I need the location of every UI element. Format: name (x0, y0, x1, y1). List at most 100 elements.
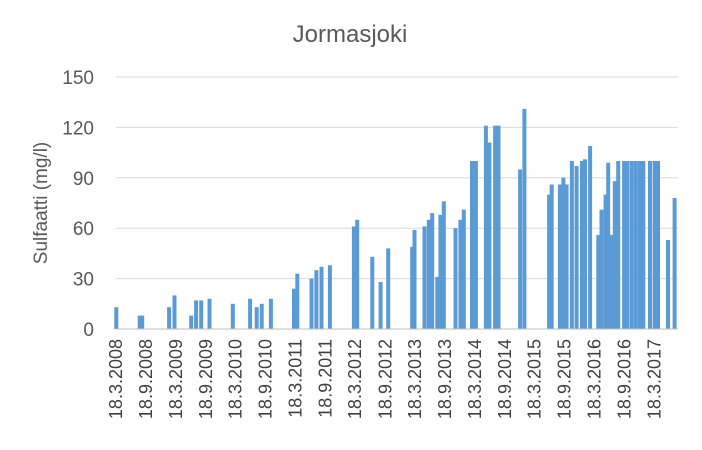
bar (140, 315, 145, 329)
bar (606, 162, 611, 329)
bar (430, 213, 435, 329)
bar (564, 184, 569, 329)
bar (648, 161, 652, 329)
bar (549, 184, 554, 329)
bar (637, 161, 642, 329)
bar (633, 161, 638, 329)
bar (167, 307, 172, 329)
bar (583, 159, 587, 329)
bar (574, 166, 579, 329)
x-tick-label: 18.9.2012 (375, 339, 395, 419)
bar (641, 161, 646, 329)
y-tick-label: 30 (73, 270, 94, 291)
bar (473, 161, 478, 329)
bar (622, 161, 627, 329)
bar (616, 161, 621, 329)
x-tick-label: 18.9.2013 (435, 339, 455, 419)
bar (596, 234, 601, 329)
bar (487, 142, 492, 329)
bar (248, 298, 253, 329)
bar (609, 234, 614, 329)
x-tick-label: 18.3.2009 (166, 339, 186, 419)
x-tick-label: 18.3.2013 (405, 339, 425, 419)
bar (493, 125, 498, 329)
bar (461, 209, 466, 329)
bar (319, 266, 324, 329)
bar (410, 246, 415, 329)
bar (588, 145, 593, 329)
y-tick-label: 60 (73, 219, 94, 240)
bar (666, 240, 670, 329)
x-tick-labels: 18.3.2008 18.9.2008 18.3.2009 18.9.2009 18.3… (106, 339, 664, 419)
x-tick-label: 18.9.2014 (495, 339, 515, 419)
bar (378, 282, 383, 329)
x-tick-label: 18.9.2016 (615, 339, 635, 419)
x-tick-label: 18.3.2017 (644, 339, 664, 419)
bars (114, 108, 677, 330)
bar (426, 219, 431, 329)
bar (438, 214, 443, 329)
bar (569, 161, 574, 329)
bar (254, 307, 259, 329)
bar (522, 108, 527, 330)
x-tick-label: 18.3.2012 (345, 339, 365, 419)
y-axis-label: Sulfaatti (mg/l) (31, 142, 52, 264)
x-tick-label: 18.3.2014 (465, 339, 485, 419)
bar (386, 248, 391, 329)
bar (470, 161, 474, 329)
x-tick-label: 18.9.2009 (196, 339, 216, 419)
x-tick-label: 18.3.2016 (585, 339, 605, 419)
bar (561, 177, 566, 329)
x-tick-label: 18.9.2008 (136, 339, 156, 419)
bar (496, 125, 501, 329)
bar (603, 194, 608, 329)
bar (327, 265, 332, 329)
x-tick-label: 18.9.2015 (555, 339, 575, 419)
bar (351, 226, 356, 329)
y-tick-label: 90 (73, 169, 94, 190)
bar (259, 303, 264, 329)
bar (656, 161, 660, 329)
x-tick-label: 18.9.2011 (315, 339, 335, 418)
bar (370, 256, 375, 329)
bar (207, 298, 212, 329)
bar (483, 125, 488, 329)
bar (230, 303, 235, 329)
bar (422, 226, 427, 329)
bar (518, 169, 523, 329)
bar (652, 161, 657, 329)
bar (355, 219, 360, 329)
bar (435, 276, 440, 329)
bar (412, 229, 417, 329)
x-tick-label: 18.3.2011 (285, 339, 305, 418)
x-tick-label: 18.9.2010 (256, 339, 276, 419)
bar (309, 278, 314, 329)
bar (199, 300, 204, 329)
x-tick-label: 18.3.2010 (226, 339, 246, 419)
bar (295, 273, 300, 329)
x-tick-label: 18.3.2008 (106, 339, 126, 419)
bar (672, 198, 677, 329)
bar (629, 161, 634, 329)
bar (314, 270, 319, 329)
bar (441, 201, 446, 329)
bar (625, 161, 630, 329)
bar (579, 161, 584, 329)
y-tick-label: 120 (62, 118, 94, 139)
bar (137, 315, 142, 329)
bar (612, 181, 617, 329)
bar (547, 194, 552, 329)
bar (599, 209, 604, 329)
bar (557, 184, 562, 329)
bar (114, 307, 119, 329)
bar (268, 298, 273, 329)
bar (189, 315, 194, 329)
bar (453, 228, 458, 329)
bar (458, 219, 463, 329)
chart-title: Jormasjoki (293, 21, 408, 48)
bar (292, 288, 296, 329)
y-tick-label: 150 (62, 68, 94, 89)
x-tick-label: 18.3.2015 (525, 339, 545, 419)
y-tick-labels: 0 30 60 90 120 150 (62, 68, 94, 341)
